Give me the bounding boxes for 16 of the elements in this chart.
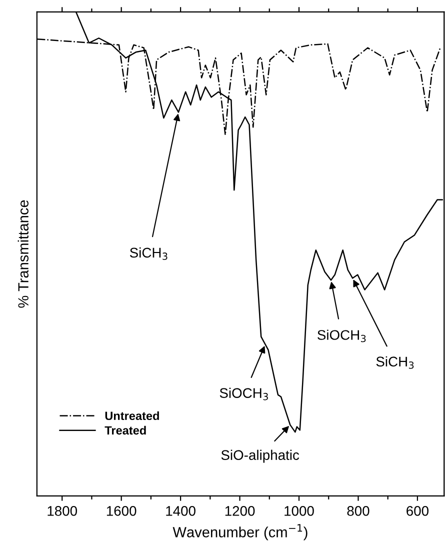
x-axis-title: Wavenumber (cm$^{−1}$) <box>172 524 308 540</box>
x-tick-label: 800 <box>347 506 370 516</box>
x-tick-label: 600 <box>406 506 429 516</box>
x-tick-label: 1200 <box>225 506 255 516</box>
x-tick-label: 1600 <box>106 506 136 516</box>
x-tick-label: 1800 <box>48 506 78 516</box>
annotation: SiO-aliphatic <box>221 450 300 463</box>
annotation: SiCH$_{3}$ <box>130 247 168 260</box>
x-tick-label: 1000 <box>284 506 314 516</box>
annotation: SiOCH$_{3}$ <box>220 388 268 400</box>
annotation: SiCH$_{3}$ <box>376 356 414 369</box>
y-axis-title: % Transmittance <box>18 200 28 308</box>
legend-label: Treated <box>104 426 146 435</box>
legend-label: Untreated <box>105 411 159 420</box>
annotation: SiOCH$_{3}$ <box>318 330 366 342</box>
x-tick-label: 1400 <box>166 506 196 516</box>
